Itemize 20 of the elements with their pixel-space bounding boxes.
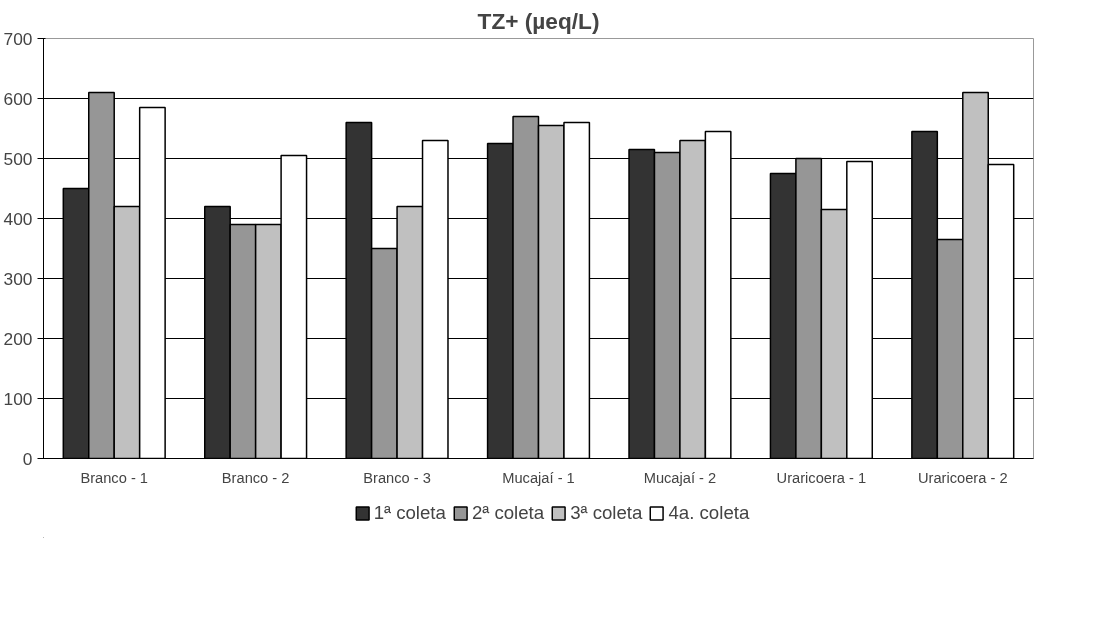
- legend-label: 4a. coleta: [668, 502, 750, 524]
- legend-label: 3ª coleta: [570, 502, 643, 524]
- x-tick-label: Uraricoera - 2: [917, 469, 1008, 486]
- x-tick-label: Branco - 3: [363, 469, 431, 486]
- chart-title: TZ+ (µeq/L): [477, 7, 600, 34]
- y-tick-label: 600: [3, 88, 33, 109]
- legend-label: 2ª coleta: [471, 502, 545, 524]
- y-tick-label: 400: [3, 208, 33, 229]
- x-tick-label: Mucajaí - 1: [502, 469, 575, 486]
- x-tick-label: Mucajaí - 2: [643, 469, 717, 486]
- y-tick-label: 300: [3, 268, 33, 289]
- y-tick-label: 100: [3, 388, 33, 409]
- x-tick-label: Uraricoera - 1: [776, 469, 867, 486]
- x-tick-label: Branco - 1: [80, 469, 149, 486]
- legend-label: 1ª coleta: [373, 502, 446, 524]
- y-tick-label: 0: [22, 448, 33, 469]
- y-tick-label: 700: [3, 28, 33, 49]
- y-tick-label: 200: [3, 328, 33, 349]
- x-tick-label: Branco - 2: [221, 469, 290, 486]
- y-tick-label: 500: [3, 148, 33, 169]
